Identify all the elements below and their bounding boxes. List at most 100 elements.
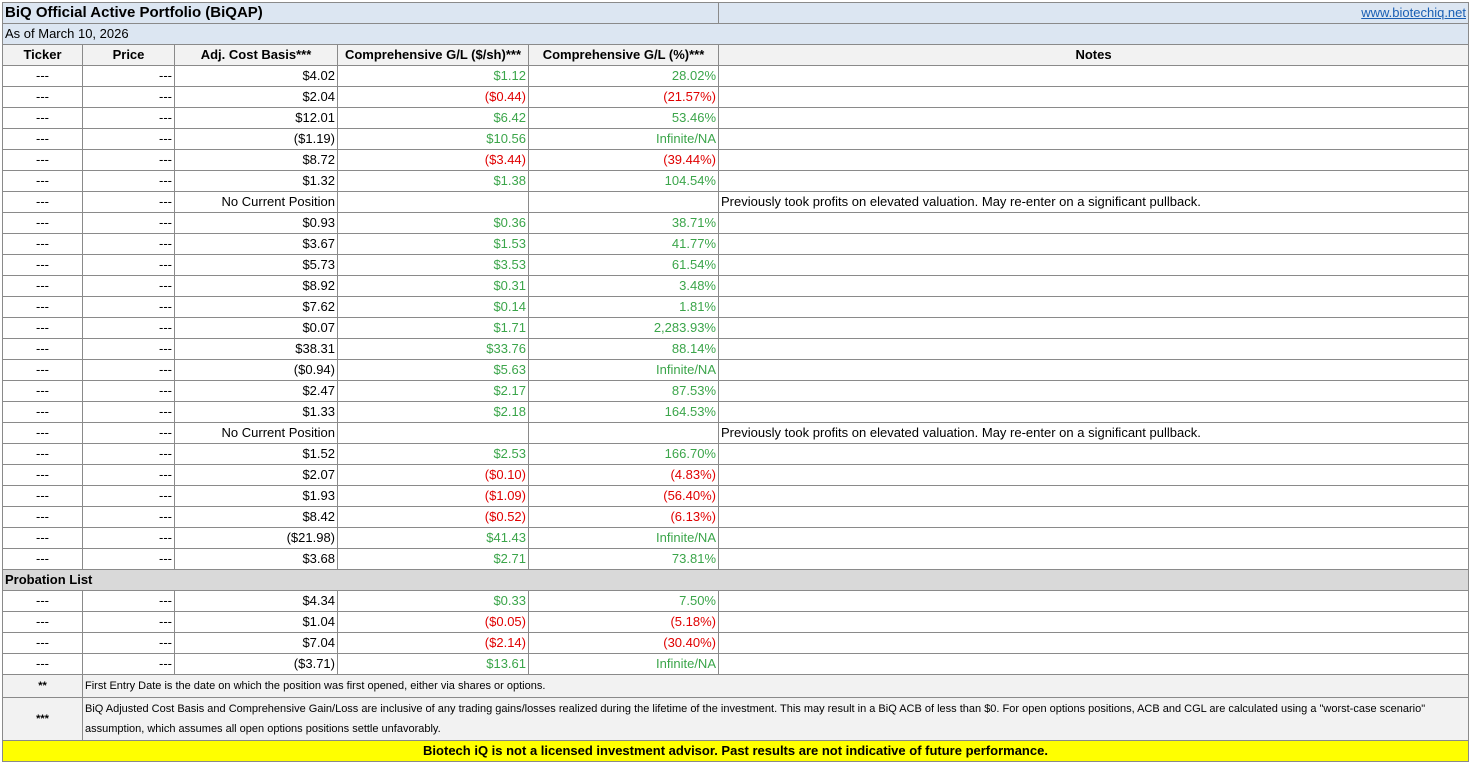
gl-dollar-cell: ($1.09) [337,485,529,507]
ticker-cell: --- [2,401,83,423]
notes-cell [718,338,1469,360]
price-cell: --- [82,233,175,255]
gl-dollar-cell: ($0.05) [337,611,529,633]
disclaimer-row: Biotech iQ is not a licensed investment … [2,740,1469,762]
gl-dollar-cell: ($0.52) [337,506,529,528]
price-cell: --- [82,443,175,465]
notes-cell [718,233,1469,255]
column-header-ticker: Ticker [2,44,83,66]
column-header-price: Price [82,44,175,66]
table-row[interactable]: --- --- $0.93 $0.36 38.71% [2,212,1469,234]
table-row[interactable]: --- --- $3.67 $1.53 41.77% [2,233,1469,255]
gl-dollar-cell: $2.53 [337,443,529,465]
ticker-cell: --- [2,233,83,255]
acb-cell: $2.07 [174,464,338,486]
price-cell: --- [82,107,175,129]
disclaimer-text: Biotech iQ is not a licensed investment … [2,740,1469,762]
notes-cell [718,632,1469,654]
gl-pct-cell: (4.83%) [528,464,719,486]
table-row[interactable]: --- --- $1.04 ($0.05) (5.18%) [2,611,1469,633]
gl-dollar-cell: ($0.10) [337,464,529,486]
ticker-cell: --- [2,170,83,192]
table-row[interactable]: --- --- $1.93 ($1.09) (56.40%) [2,485,1469,507]
gl-pct-cell: 87.53% [528,380,719,402]
gl-pct-cell: 41.77% [528,233,719,255]
table-row[interactable]: --- --- $5.73 $3.53 61.54% [2,254,1469,276]
ticker-cell: --- [2,296,83,318]
acb-cell: ($21.98) [174,527,338,549]
notes-cell [718,401,1469,423]
table-row[interactable]: --- --- ($0.94) $5.63 Infinite/NA [2,359,1469,381]
table-row[interactable]: --- --- ($1.19) $10.56 Infinite/NA [2,128,1469,150]
footnote-row: *** BiQ Adjusted Cost Basis and Comprehen… [2,697,1469,741]
acb-cell: $1.52 [174,443,338,465]
gl-pct-cell: Infinite/NA [528,527,719,549]
gl-pct-cell: 3.48% [528,275,719,297]
price-cell: --- [82,296,175,318]
ticker-cell: --- [2,590,83,612]
price-cell: --- [82,212,175,234]
gl-dollar-cell: $0.33 [337,590,529,612]
gl-pct-cell: (56.40%) [528,485,719,507]
table-row[interactable]: --- --- $8.72 ($3.44) (39.44%) [2,149,1469,171]
gl-dollar-cell: $10.56 [337,128,529,150]
price-cell: --- [82,149,175,171]
table-row[interactable]: --- --- $2.04 ($0.44) (21.57%) [2,86,1469,108]
gl-pct-cell: 166.70% [528,443,719,465]
acb-cell: $8.42 [174,506,338,528]
acb-cell: $5.73 [174,254,338,276]
gl-dollar-cell: $6.42 [337,107,529,129]
gl-pct-cell: 61.54% [528,254,719,276]
gl-pct-cell: 73.81% [528,548,719,570]
table-row[interactable]: --- --- No Current Position Previously took… [2,191,1469,213]
notes-cell [718,380,1469,402]
table-row[interactable]: --- --- $38.31 $33.76 88.14% [2,338,1469,360]
gl-pct-cell: (6.13%) [528,506,719,528]
price-cell: --- [82,401,175,423]
notes-cell [718,548,1469,570]
notes-cell [718,653,1469,675]
website-link[interactable]: www.biotechiq.net [718,2,1469,24]
table-row[interactable]: --- --- ($21.98) $41.43 Infinite/NA [2,527,1469,549]
acb-cell: $3.67 [174,233,338,255]
table-row[interactable]: --- --- $7.62 $0.14 1.81% [2,296,1469,318]
table-row[interactable]: --- --- $3.68 $2.71 73.81% [2,548,1469,570]
price-cell: --- [82,527,175,549]
table-row[interactable]: --- --- $2.07 ($0.10) (4.83%) [2,464,1469,486]
table-row[interactable]: --- --- $4.02 $1.12 28.02% [2,65,1469,87]
acb-cell: $2.47 [174,380,338,402]
table-row[interactable]: --- --- $2.47 $2.17 87.53% [2,380,1469,402]
footnote-mark: ** [2,674,83,698]
gl-dollar-cell: $1.38 [337,170,529,192]
table-row[interactable]: --- --- $8.92 $0.31 3.48% [2,275,1469,297]
table-row[interactable]: --- --- ($3.71) $13.61 Infinite/NA [2,653,1469,675]
ticker-cell: --- [2,653,83,675]
table-row[interactable]: --- --- $1.32 $1.38 104.54% [2,170,1469,192]
as-of-row: As of March 10, 2026 [2,23,1469,45]
footnote-mark: *** [2,697,83,741]
gl-pct-cell: 38.71% [528,212,719,234]
table-row[interactable]: --- --- $1.52 $2.53 166.70% [2,443,1469,465]
table-row[interactable]: --- --- $1.33 $2.18 164.53% [2,401,1469,423]
notes-cell [718,464,1469,486]
table-row[interactable]: --- --- $7.04 ($2.14) (30.40%) [2,632,1469,654]
price-cell: --- [82,590,175,612]
ticker-cell: --- [2,506,83,528]
table-row[interactable]: --- --- No Current Position Previously took… [2,422,1469,444]
ticker-cell: --- [2,275,83,297]
notes-cell: Previously took profits on elevated valu… [718,422,1469,444]
notes-cell [718,590,1469,612]
acb-cell: $1.04 [174,611,338,633]
acb-cell: $7.04 [174,632,338,654]
table-row[interactable]: --- --- $8.42 ($0.52) (6.13%) [2,506,1469,528]
price-cell: --- [82,170,175,192]
table-row[interactable]: --- --- $12.01 $6.42 53.46% [2,107,1469,129]
notes-cell [718,359,1469,381]
notes-cell [718,212,1469,234]
price-cell: --- [82,317,175,339]
gl-pct-cell: 164.53% [528,401,719,423]
ticker-cell: --- [2,212,83,234]
table-row[interactable]: --- --- $4.34 $0.33 7.50% [2,590,1469,612]
table-row[interactable]: --- --- $0.07 $1.71 2,283.93% [2,317,1469,339]
